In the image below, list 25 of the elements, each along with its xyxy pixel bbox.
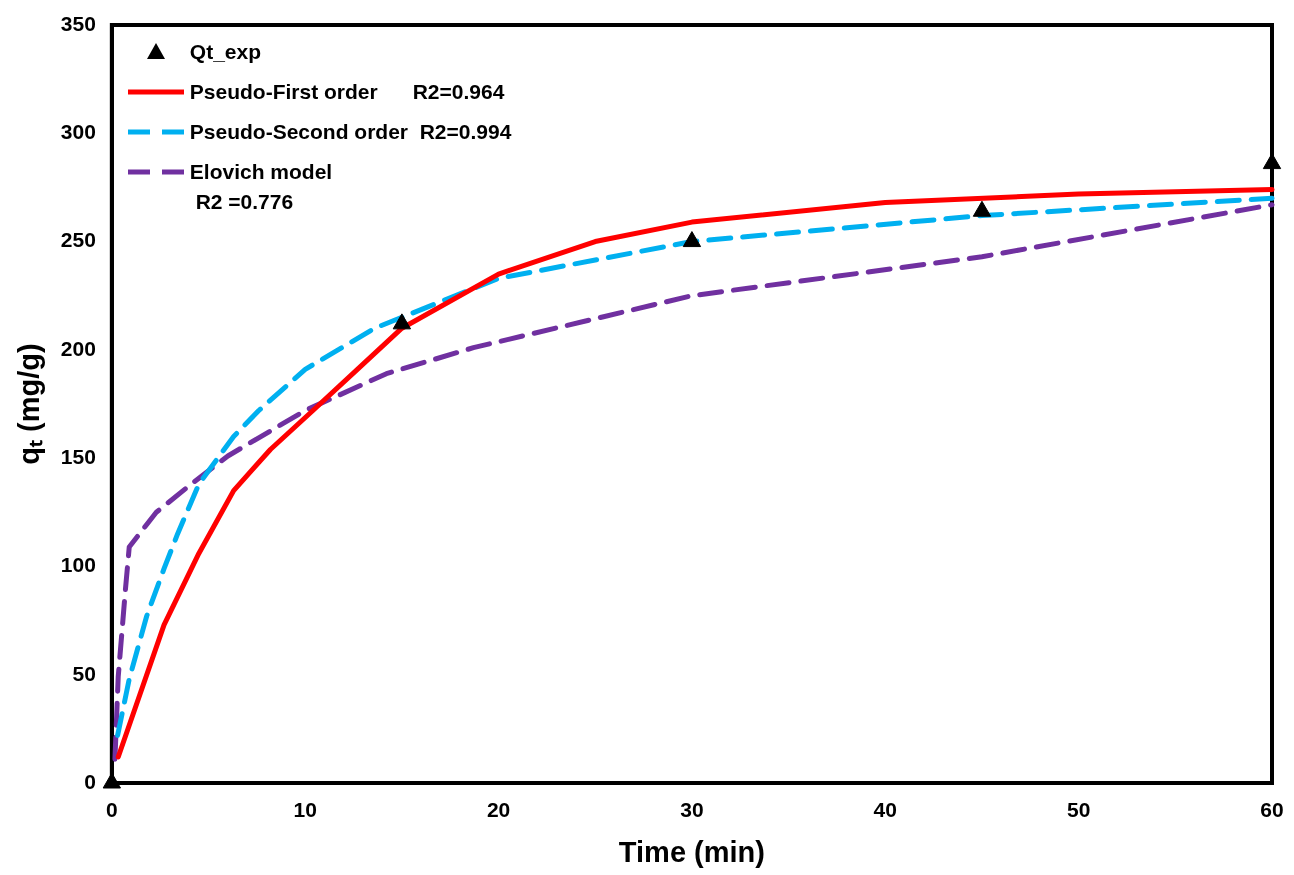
y-axis-title: qₜ (mg/g) (13, 343, 46, 465)
x-tick-label: 20 (486, 798, 511, 822)
y-tick-label: 250 (60, 228, 96, 252)
x-axis-title: Time (min) (618, 835, 765, 868)
legend-label: Elovich model R2 =0.776 (189, 159, 333, 215)
point (682, 231, 702, 248)
point (1262, 153, 1282, 170)
x-tick-label: 50 (1066, 798, 1091, 822)
legend-label: Pseudo-Second order R2=0.994 (189, 119, 512, 145)
point (972, 200, 992, 217)
x-tick-label: 30 (680, 798, 704, 822)
y-tick-label: 200 (60, 336, 96, 360)
x-tick-label: 10 (293, 798, 317, 822)
y-tick-label: 300 (60, 120, 96, 144)
y-tick-label: 350 (60, 11, 96, 35)
y-tick-label: 50 (72, 661, 96, 685)
x-tick-label: 0 (105, 798, 118, 822)
x-tick-label: 60 (1260, 798, 1284, 822)
point (392, 313, 412, 330)
legend-label: Qt_exp (189, 39, 262, 65)
y-tick-label: 0 (84, 769, 96, 793)
legend-label: Pseudo-First order R2=0.964 (189, 79, 505, 105)
y-tick-label: 150 (60, 444, 96, 468)
y-tick-label: 100 (60, 553, 96, 577)
x-tick-label: 40 (873, 798, 897, 822)
